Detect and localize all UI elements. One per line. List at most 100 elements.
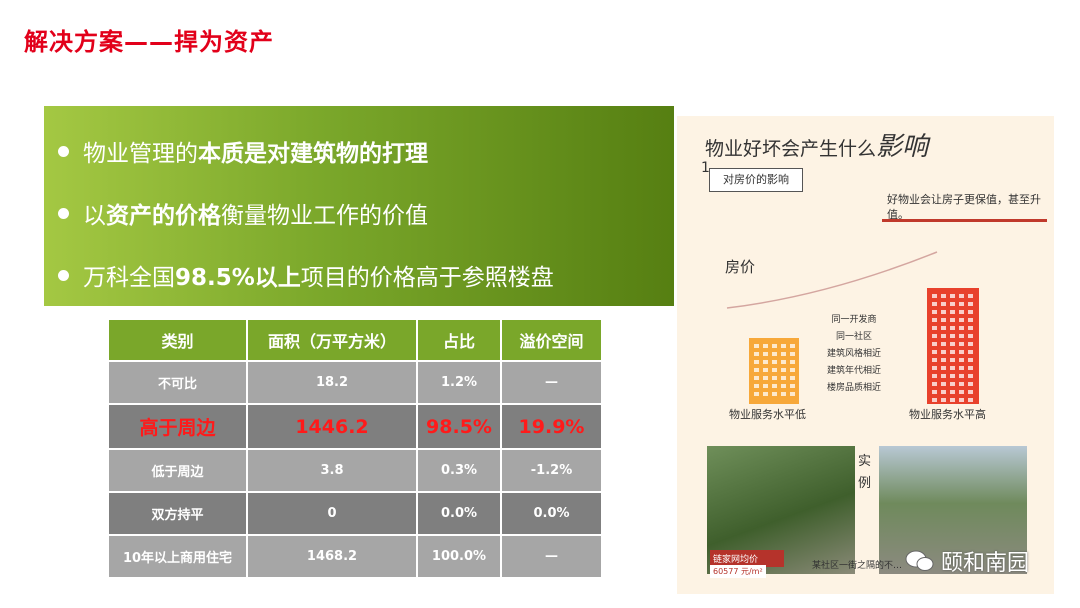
building-window xyxy=(968,302,973,306)
building-window xyxy=(941,310,946,314)
building-window xyxy=(968,398,973,402)
building-window xyxy=(941,358,946,362)
bullet-1-bold: 本质是对建筑物的打理 xyxy=(198,141,428,167)
building-window xyxy=(763,392,768,396)
building-window xyxy=(959,398,964,402)
building-window xyxy=(754,384,759,388)
building-window xyxy=(932,302,937,306)
table-row: 10年以上商用住宅 1468.2 100.0% — xyxy=(107,534,603,579)
building-window xyxy=(754,368,759,372)
building-window xyxy=(950,294,955,298)
building-window xyxy=(941,350,946,354)
building-window xyxy=(968,326,973,330)
table-row: 低于周边 3.8 0.3% -1.2% xyxy=(107,448,603,493)
building-window xyxy=(950,366,955,370)
price-impact-tag: 对房价的影响 xyxy=(709,168,803,192)
premium-table: 类别 面积（万平方米） 占比 溢价空间 不可比 18.2 1.2% — 高于周边… xyxy=(107,318,603,579)
building-window xyxy=(932,374,937,378)
building-window xyxy=(941,390,946,394)
bullet-1-text: 物业管理的 xyxy=(83,141,198,167)
bullet-3-post: 项目的价格高于参照楼盘 xyxy=(300,265,554,291)
page-title: 解决方案——捍为资产 xyxy=(24,28,274,56)
building-window xyxy=(959,334,964,338)
building-window xyxy=(790,352,795,356)
building-window xyxy=(950,358,955,362)
building-window xyxy=(781,352,786,356)
low-building-icon xyxy=(749,338,799,404)
panel-title-emph: 影响 xyxy=(876,132,929,162)
building-window xyxy=(959,374,964,378)
building-window xyxy=(754,360,759,364)
building-window xyxy=(781,360,786,364)
building-window xyxy=(763,344,768,348)
table-cell: 1.2% xyxy=(416,360,502,405)
building-window xyxy=(950,342,955,346)
building-window xyxy=(950,310,955,314)
building-window xyxy=(959,390,964,394)
table-cell: -1.2% xyxy=(500,448,603,493)
bullet-2-pre: 以 xyxy=(83,203,106,229)
building-window xyxy=(950,390,955,394)
building-window xyxy=(959,310,964,314)
building-window xyxy=(968,382,973,386)
building-window xyxy=(941,382,946,386)
building-window xyxy=(968,294,973,298)
building-window xyxy=(790,384,795,388)
building-window xyxy=(968,366,973,370)
bullet-2-bold: 资产的价格 xyxy=(106,203,221,229)
list-item: 建筑风格相近 xyxy=(827,349,882,359)
bullet-3: 万科全国 98.5%以上 项目的价格高于参照楼盘 xyxy=(58,258,554,292)
brand-name: 颐和南园 xyxy=(941,551,1030,576)
building-window xyxy=(941,374,946,378)
building-window xyxy=(968,374,973,378)
panel-note: 好物业会让房子更保值，甚至升值。 xyxy=(887,193,1041,221)
table-cell: 双方持平 xyxy=(107,491,248,536)
building-window xyxy=(763,384,768,388)
building-window xyxy=(968,358,973,362)
list-item: 楼房品质相近 xyxy=(827,383,882,393)
section-number: 1 xyxy=(701,160,710,176)
watermark-brand: 颐和南园 xyxy=(905,545,1029,577)
building-window xyxy=(968,334,973,338)
bullet-3-bold: 98.5%以上 xyxy=(175,265,301,291)
list-item: 建筑年代相近 xyxy=(827,366,882,376)
header-share: 占比 xyxy=(416,318,502,362)
building-window xyxy=(932,358,937,362)
bullet-1: 物业管理的 本质是对建筑物的打理 xyxy=(58,134,428,168)
panel-title-text: 物业好坏会产生什么 xyxy=(705,138,877,160)
building-window xyxy=(754,344,759,348)
building-window xyxy=(754,376,759,380)
illustration-panel: 物业好坏会产生什么影响 1 对房价的影响 好物业会让房子更保值，甚至升值。 房价… xyxy=(677,116,1054,594)
building-window xyxy=(968,350,973,354)
table-cell: 18.2 xyxy=(246,360,418,405)
table-cell: 1468.2 xyxy=(246,534,418,579)
table-cell: 高于周边 xyxy=(107,403,248,450)
bullet-dot xyxy=(58,145,69,157)
table-cell: 0.3% xyxy=(416,448,502,493)
building-window xyxy=(932,310,937,314)
building-window xyxy=(932,366,937,370)
building-window xyxy=(932,390,937,394)
key-points-box: 物业管理的 本质是对建筑物的打理 以资产的价格 衡量物业工作的价值 万科全国 98.5… xyxy=(44,106,674,306)
table-cell: — xyxy=(500,360,603,405)
building-window xyxy=(959,358,964,362)
header-category: 类别 xyxy=(107,318,248,362)
building-window xyxy=(790,344,795,348)
building-window xyxy=(772,384,777,388)
building-window xyxy=(790,360,795,364)
building-window xyxy=(790,392,795,396)
header-premium: 溢价空间 xyxy=(500,318,603,362)
building-window xyxy=(932,342,937,346)
building-window xyxy=(968,342,973,346)
building-window xyxy=(772,344,777,348)
building-window xyxy=(754,352,759,356)
high-service-label: 物业服务水平高 xyxy=(909,408,986,421)
comparison-list: 同一开发商 同一社区 建筑风格相近 建筑年代相近 楼房品质相近 xyxy=(827,312,881,397)
table-cell: 低于周边 xyxy=(107,448,248,493)
building-window xyxy=(772,352,777,356)
building-window xyxy=(959,326,964,330)
high-building-icon xyxy=(927,288,979,404)
list-item: 同一开发商 xyxy=(831,315,877,325)
bullet-dot xyxy=(58,269,69,281)
table-cell: 19.9% xyxy=(500,403,603,450)
